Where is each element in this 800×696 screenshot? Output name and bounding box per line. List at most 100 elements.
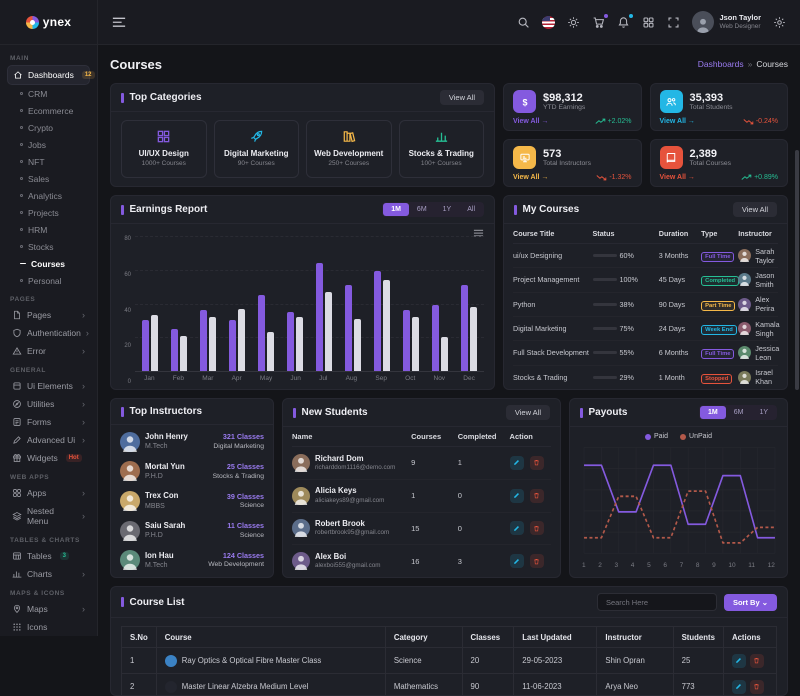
bar-chart-icon (403, 129, 481, 144)
tab-1m[interactable]: 1M (700, 406, 726, 419)
student-courses: 9 (411, 458, 458, 467)
sort-by-button[interactable]: Sort By ⌄ (724, 594, 777, 611)
chevron-right-icon: › (82, 347, 85, 356)
sidebar-subitem-analytics[interactable]: Analytics (7, 187, 90, 204)
sidebar-item-maps[interactable]: Maps› (7, 600, 90, 618)
sidebar-subitem-crypto[interactable]: Crypto (7, 119, 90, 136)
sidebar-subitem-ecommerce[interactable]: Ecommerce (7, 102, 90, 119)
tab-all[interactable]: All (459, 203, 483, 216)
kpi-change: -1.32% (596, 174, 631, 181)
apps-grid-icon[interactable] (642, 16, 655, 29)
sidebar-item-advanced-ui[interactable]: Advanced Ui› (7, 431, 90, 449)
delete-button[interactable] (750, 680, 764, 694)
avatar (738, 298, 751, 311)
category-card-web-development[interactable]: Web Development 250+ Courses (306, 120, 392, 178)
sidebar-item-error[interactable]: Error› (7, 342, 90, 360)
cart-icon[interactable] (592, 16, 605, 29)
edit-pencil-icon (513, 492, 520, 499)
page-scrollbar[interactable] (795, 150, 799, 390)
sidebar-subitem-jobs[interactable]: Jobs (7, 136, 90, 153)
top-categories-view-all-button[interactable]: View All (440, 90, 484, 105)
search-input[interactable] (597, 593, 717, 611)
instructor-name: Mortal Yun (145, 462, 185, 472)
menu-toggle-icon[interactable] (112, 17, 126, 28)
bar (374, 271, 381, 371)
kpi-card-total-courses: 2,389 Total Courses View All → +0.89% (650, 139, 789, 187)
bar-group-apr (229, 236, 245, 371)
edit-pencil-icon (735, 657, 742, 664)
instructor-classes[interactable]: 25 Classes (213, 462, 264, 472)
delete-button[interactable] (530, 521, 544, 535)
search-icon[interactable] (517, 16, 530, 29)
sidebar-item-ui-elements[interactable]: Ui Elements› (7, 377, 90, 395)
sidebar-item-pages[interactable]: Pages› (7, 306, 90, 324)
sidebar-subitem-hrm[interactable]: HRM (7, 221, 90, 238)
instructor-classes[interactable]: 321 Classes (213, 432, 264, 442)
sidebar-subitem-crm[interactable]: CRM (7, 85, 90, 102)
sidebar-subitem-stocks[interactable]: Stocks (7, 238, 90, 255)
sidebar-item-icons[interactable]: Icons (7, 618, 90, 636)
edit-button[interactable] (732, 654, 746, 668)
sidebar-item-nested-menu[interactable]: Nested Menu› (7, 502, 90, 530)
tab-1y[interactable]: 1Y (751, 406, 776, 419)
category-card-ui-ux-design[interactable]: UI/UX Design 1000+ Courses (121, 120, 207, 178)
sidebar-subitem-courses[interactable]: Courses (7, 255, 90, 272)
sidebar-subitem-nft[interactable]: NFT (7, 153, 90, 170)
sidebar-item-utilities[interactable]: Utilities› (7, 395, 90, 413)
kpi-view-all-link[interactable]: View All → (660, 118, 695, 125)
sidebar-subitem-personal[interactable]: Personal (7, 272, 90, 289)
kpi-label: YTD Earnings (543, 104, 585, 111)
instructor-classes[interactable]: 39 Classes (227, 492, 264, 502)
x-axis-label: Jun (290, 375, 300, 385)
course-updated: 29-05-2023 (514, 648, 597, 674)
brand-logo[interactable]: ynex (0, 0, 97, 45)
sidebar-item-authentication[interactable]: Authentication› (7, 324, 90, 342)
sidebar-subitem-sales[interactable]: Sales (7, 170, 90, 187)
edit-button[interactable] (510, 489, 524, 503)
bar (383, 280, 390, 371)
edit-button[interactable] (510, 456, 524, 470)
edit-button[interactable] (510, 521, 524, 535)
form-icon (12, 417, 22, 427)
fullscreen-icon[interactable] (667, 16, 680, 29)
tab-1m[interactable]: 1M (383, 203, 409, 216)
progress-value: 60% (620, 251, 634, 260)
theme-light-icon[interactable] (567, 16, 580, 29)
edit-pencil-icon (513, 558, 520, 565)
delete-button[interactable] (530, 554, 544, 568)
sidebar-item-charts[interactable]: Charts› (7, 565, 90, 583)
sidebar-subitem-projects[interactable]: Projects (7, 204, 90, 221)
delete-button[interactable] (530, 456, 544, 470)
language-flag-icon[interactable] (542, 16, 555, 29)
kpi-view-all-link[interactable]: View All → (513, 174, 548, 181)
x-axis-label: Jul (319, 375, 327, 385)
sidebar-item-apps[interactable]: Apps› (7, 484, 90, 502)
user-profile-menu[interactable]: Json Taylor Web Designer (692, 11, 761, 33)
tab-6m[interactable]: 6M (409, 203, 435, 216)
instructor-classes[interactable]: 124 Classes (208, 551, 264, 561)
edit-button[interactable] (732, 680, 746, 694)
course-title: Project Management (513, 275, 593, 284)
delete-button[interactable] (530, 489, 544, 503)
category-card-stocks-trading[interactable]: Stocks & Trading 100+ Courses (399, 120, 485, 178)
settings-gear-icon[interactable] (773, 16, 786, 29)
x-axis-label: Apr (232, 375, 242, 385)
tab-1y[interactable]: 1Y (435, 203, 460, 216)
new-students-view-all-button[interactable]: View All (506, 405, 550, 420)
kpi-view-all-link[interactable]: View All → (660, 174, 695, 181)
my-courses-view-all-button[interactable]: View All (733, 202, 777, 217)
kpi-view-all-link[interactable]: View All → (513, 118, 548, 125)
instructor-classes[interactable]: 11 Classes (227, 521, 264, 531)
tab-6m[interactable]: 6M (726, 406, 752, 419)
avatar (292, 454, 310, 472)
delete-button[interactable] (750, 654, 764, 668)
category-card-digital-marketing[interactable]: Digital Marketing 90+ Courses (214, 120, 300, 178)
breadcrumb-parent-link[interactable]: Dashboards (698, 59, 744, 69)
bar (412, 317, 419, 371)
notifications-bell-icon[interactable] (617, 16, 630, 29)
sidebar-item-forms[interactable]: Forms› (7, 413, 90, 431)
edit-button[interactable] (510, 554, 524, 568)
